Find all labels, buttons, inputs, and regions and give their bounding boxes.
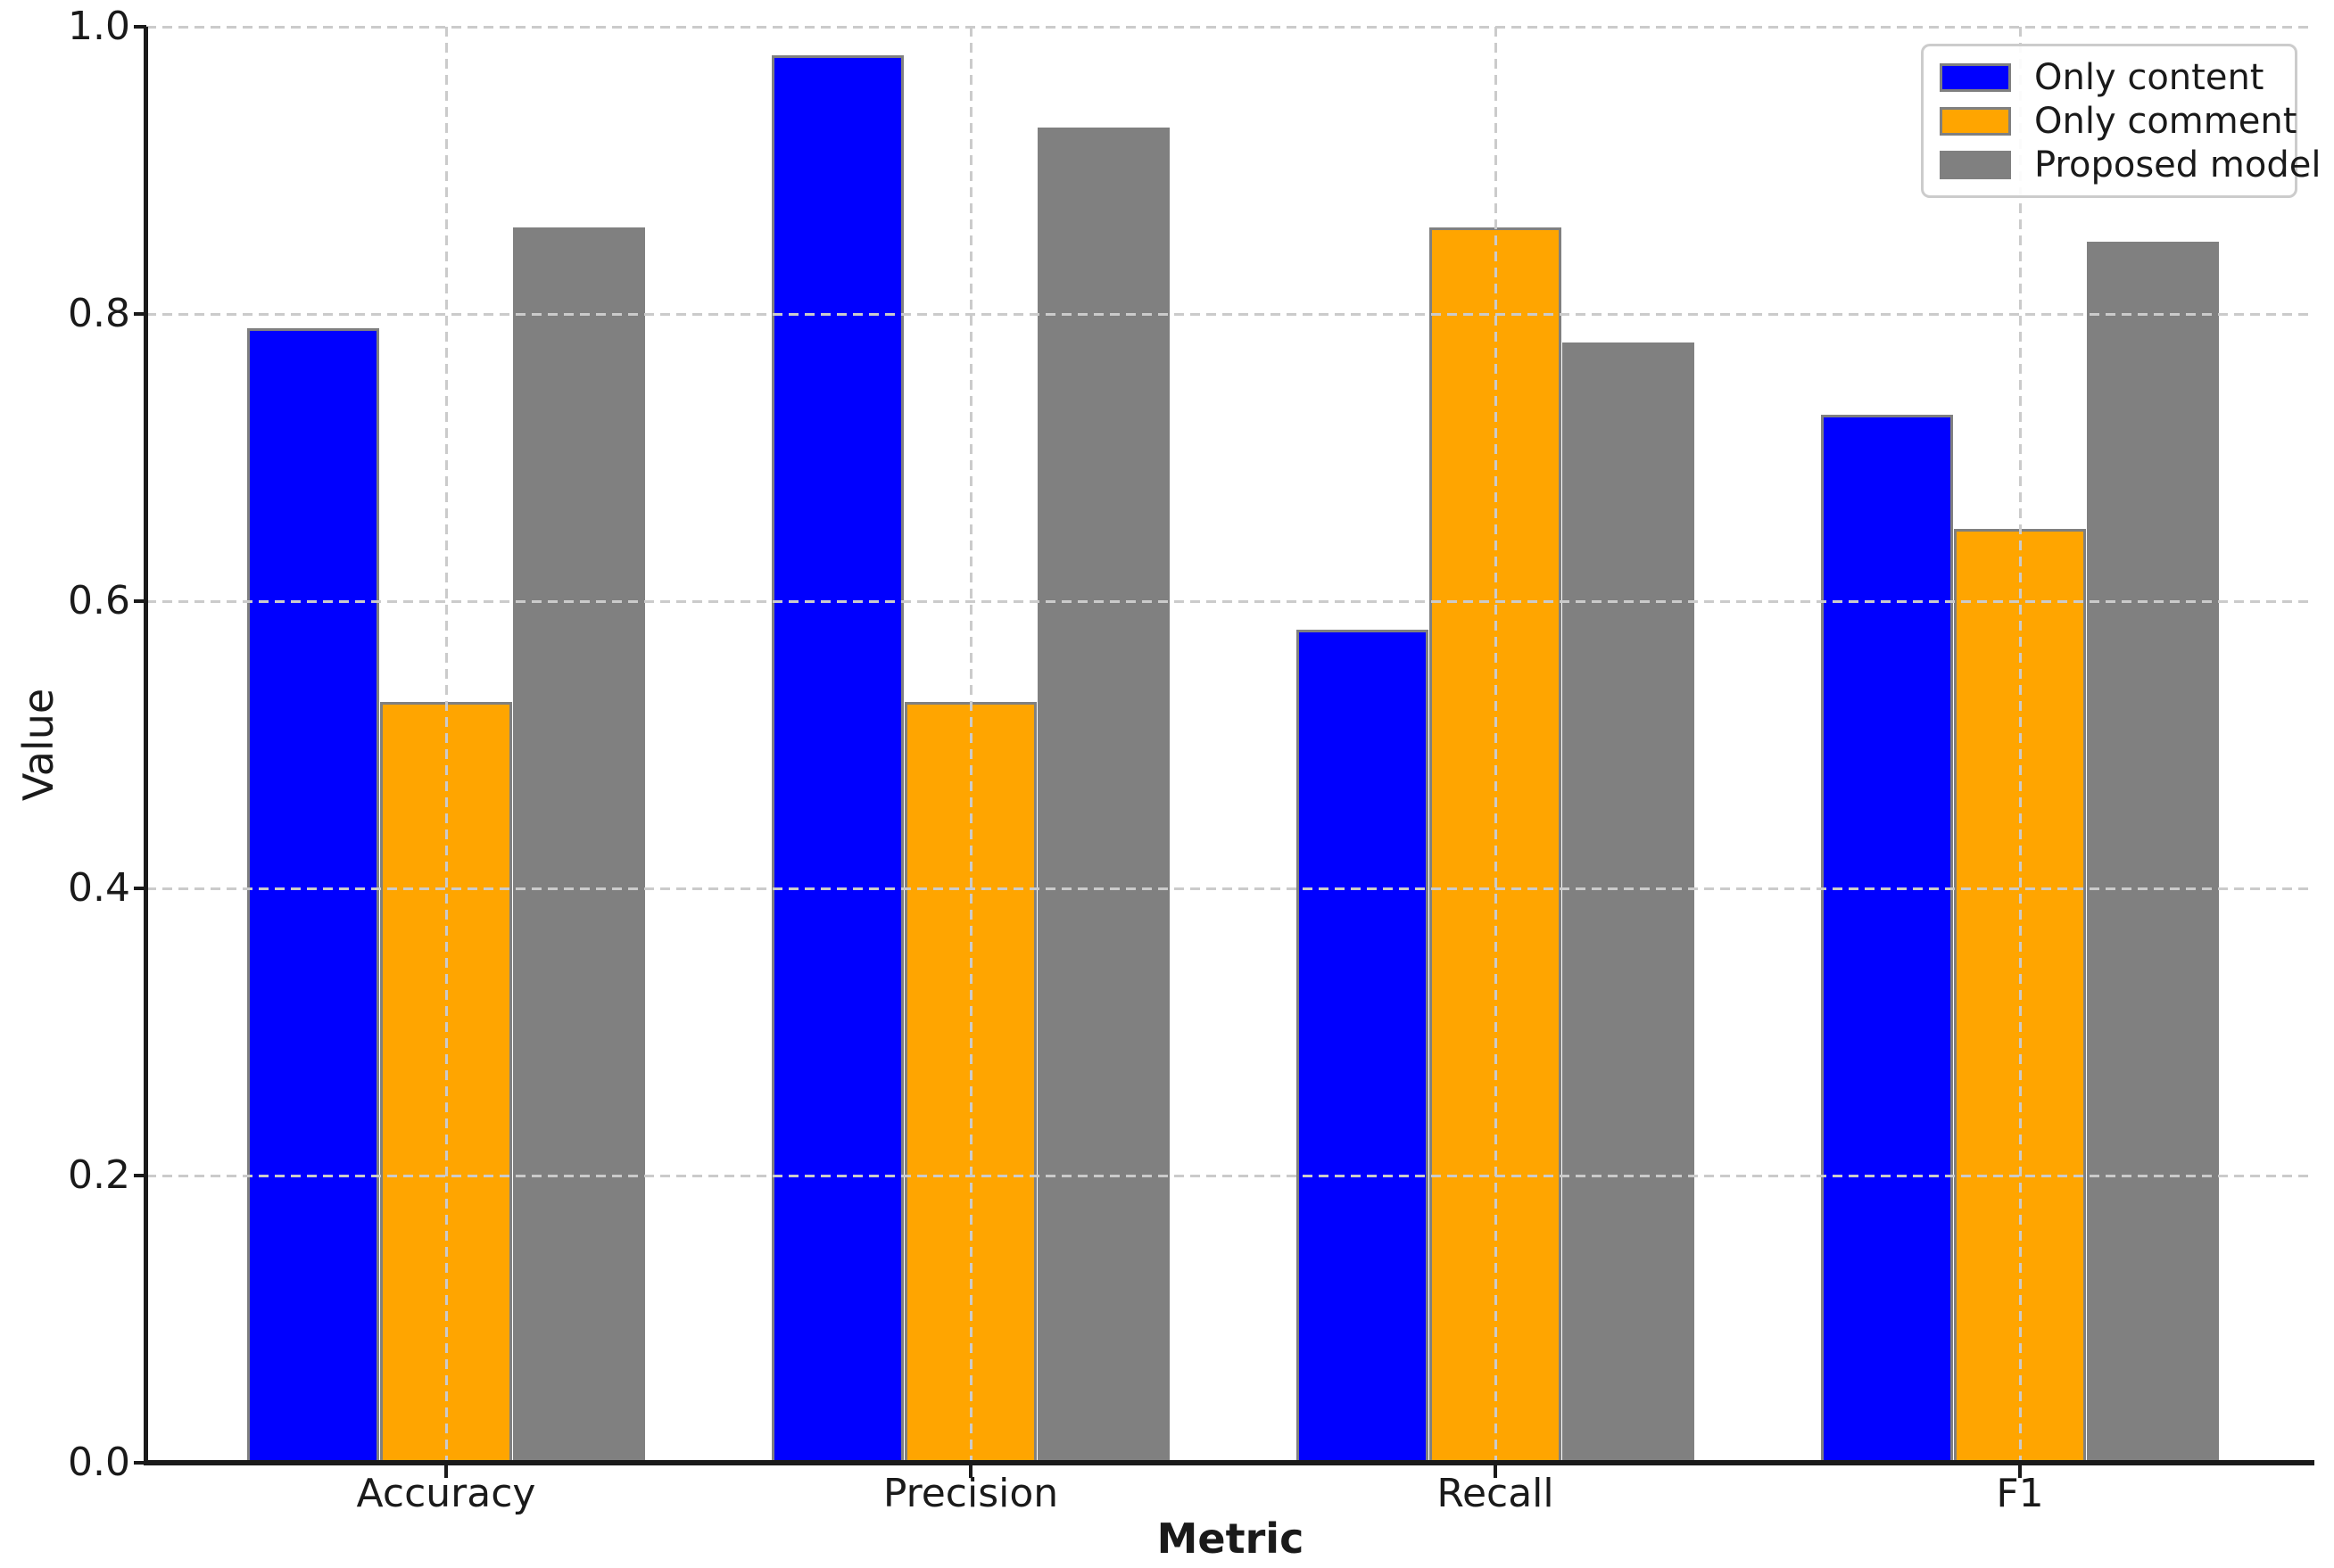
y-tick-mark [134, 1461, 146, 1465]
x-tick-mark [1494, 1465, 1497, 1478]
y-tick-mark [134, 312, 146, 316]
bar-precision-2 [1038, 128, 1170, 1463]
bar-recall-0 [1296, 630, 1428, 1463]
y-tick-mark [134, 599, 146, 603]
legend-item: Proposed model [1940, 145, 2321, 185]
legend-swatch-icon [1940, 106, 2011, 136]
y-tick-label: 0.0 [68, 1440, 130, 1485]
y-axis-label: Value [14, 688, 62, 802]
legend-item: Only comment [1940, 102, 2297, 141]
y-tick-mark [134, 25, 146, 29]
x-tick-mark [444, 1465, 448, 1478]
x-tick-label-precision: Precision [882, 1471, 1059, 1516]
bar-f1-0 [1821, 415, 1953, 1463]
x-tick-label-accuracy: Accuracy [356, 1471, 536, 1516]
x-axis-label: Metric [1156, 1514, 1304, 1563]
y-tick-label: 0.2 [68, 1152, 130, 1198]
bar-accuracy-1 [380, 702, 512, 1463]
x-tick-mark [2018, 1465, 2022, 1478]
legend-item: Only content [1940, 58, 2279, 97]
bar-recall-1 [1429, 227, 1561, 1463]
legend-swatch-icon [1940, 150, 2011, 179]
bar-accuracy-0 [247, 328, 379, 1463]
x-axis-spine [144, 1460, 2314, 1465]
x-tick-mark [969, 1465, 972, 1478]
y-tick-label: 0.4 [68, 865, 130, 911]
y-tick-label: 0.8 [68, 291, 130, 336]
legend-swatch-icon [1940, 62, 2011, 92]
bar-f1-1 [1954, 529, 2086, 1463]
x-tick-label-f1: F1 [1996, 1471, 2044, 1516]
y-tick-label: 0.6 [68, 578, 130, 623]
legend-label: Only comment [2034, 100, 2297, 142]
bar-f1-2 [2087, 242, 2219, 1463]
legend-label: Only content [2034, 56, 2264, 98]
x-tick-label-recall: Recall [1436, 1471, 1554, 1516]
bar-recall-2 [1562, 342, 1694, 1463]
y-tick-label: 1.0 [68, 4, 130, 49]
legend-label: Proposed model [2034, 144, 2322, 186]
legend: Only content Only comment Proposed model [1921, 44, 2321, 198]
bar-accuracy-2 [513, 227, 645, 1463]
plot-area [146, 26, 2314, 1463]
y-tick-mark [134, 887, 146, 890]
bar-precision-0 [772, 55, 904, 1463]
y-tick-mark [134, 1174, 146, 1177]
y-axis-spine [144, 27, 148, 1465]
bars-layer [146, 27, 2314, 1463]
bar-precision-1 [905, 702, 1037, 1463]
